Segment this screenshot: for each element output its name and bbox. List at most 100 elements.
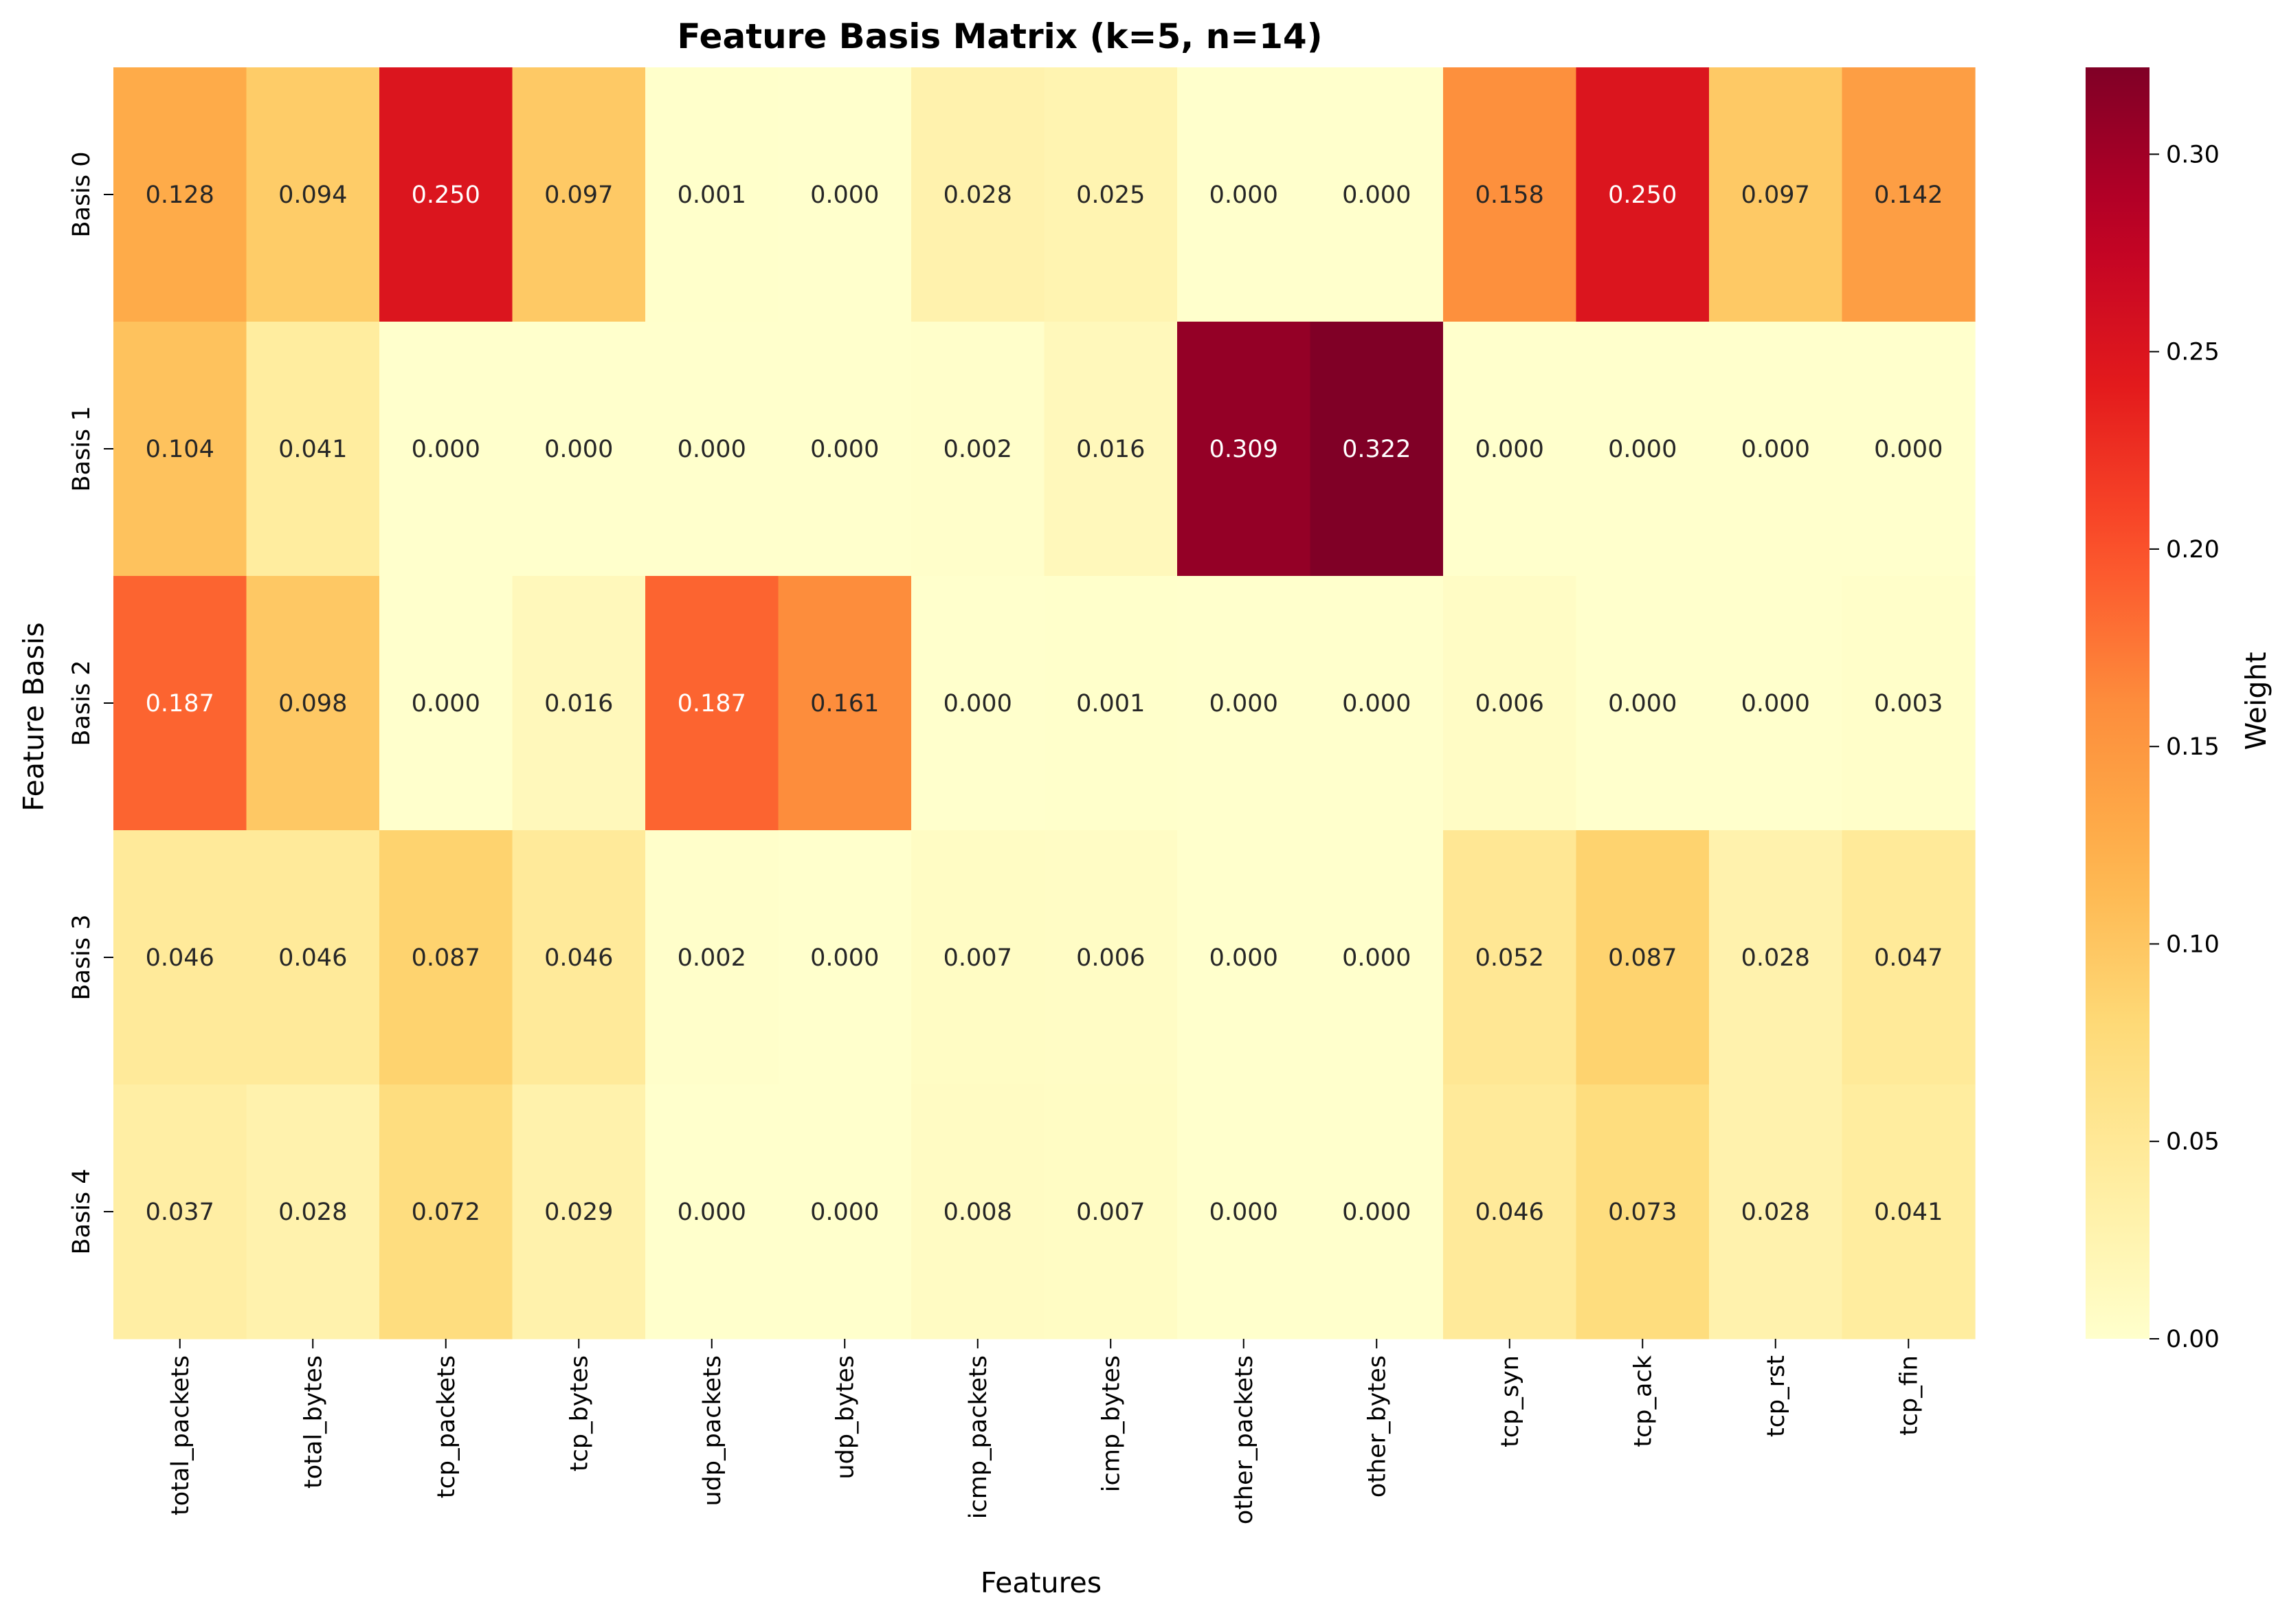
cell-value-label: 0.001 xyxy=(1076,690,1145,718)
x-tick-label: icmp_packets xyxy=(965,1355,992,1519)
heatmap-cell xyxy=(1576,1084,1710,1339)
heatmap-cell xyxy=(246,1084,380,1339)
cell-value-label: 0.158 xyxy=(1475,181,1544,209)
cell-value-label: 0.052 xyxy=(1475,944,1544,972)
cell-value-label: 0.007 xyxy=(943,944,1012,972)
x-tick-label: tcp_rst xyxy=(1763,1355,1790,1437)
heatmap-cell xyxy=(1709,322,1843,577)
cell-value-label: 0.002 xyxy=(678,944,746,972)
heatmap-cell xyxy=(1709,576,1843,831)
x-tick-label: tcp_packets xyxy=(433,1355,460,1498)
heatmap-cell xyxy=(1709,67,1843,322)
y-tick-label: Basis 3 xyxy=(68,914,96,1000)
cell-value-label: 0.047 xyxy=(1874,944,1943,972)
cell-value-label: 0.000 xyxy=(412,436,480,463)
heatmap-cell xyxy=(1576,322,1710,577)
heatmap-cell xyxy=(1044,67,1178,322)
heatmap-cell xyxy=(778,576,912,831)
heatmap-cell xyxy=(1044,322,1178,577)
heatmap-cell xyxy=(1443,322,1577,577)
heatmap-cell xyxy=(379,830,513,1085)
cell-value-label: 0.073 xyxy=(1608,1199,1677,1226)
cell-value-label: 0.000 xyxy=(1342,181,1411,209)
heatmap-cell xyxy=(1709,830,1843,1085)
chart-title: Feature Basis Matrix (k=5, n=14) xyxy=(677,16,1322,56)
cell-value-label: 0.142 xyxy=(1874,181,1943,209)
heatmap-cell xyxy=(1842,1084,1976,1339)
heatmap-cell xyxy=(512,67,646,322)
heatmap-cell xyxy=(1044,576,1178,831)
x-tick-label: total_bytes xyxy=(300,1355,327,1489)
colorbar-tick-label: 0.00 xyxy=(2166,1326,2220,1353)
heatmap-cell xyxy=(1576,67,1710,322)
cell-value-label: 0.000 xyxy=(1209,944,1278,972)
cell-value-label: 0.046 xyxy=(146,944,214,972)
cell-value-label: 0.041 xyxy=(278,436,347,463)
colorbar-label: Weight xyxy=(2240,652,2273,750)
y-tick-label: Basis 2 xyxy=(68,660,96,746)
heatmap-cells: 0.128 0.094 0.250 0.097 0.001 0.000 0.028 0.025… xyxy=(113,67,1976,1339)
heatmap-cell xyxy=(645,67,779,322)
cell-value-label: 0.001 xyxy=(678,181,746,209)
cell-value-label: 0.002 xyxy=(943,436,1012,463)
cell-value-label: 0.000 xyxy=(678,1199,746,1226)
cell-value-label: 0.000 xyxy=(810,436,879,463)
heatmap-cell xyxy=(911,322,1045,577)
cell-value-label: 0.041 xyxy=(1874,1199,1943,1226)
cell-value-label: 0.000 xyxy=(412,690,480,718)
heatmap-cell xyxy=(1443,67,1577,322)
cell-value-label: 0.250 xyxy=(412,181,480,209)
x-axis-label: Features xyxy=(981,1566,1102,1599)
cell-value-label: 0.098 xyxy=(278,690,347,718)
cell-value-label: 0.000 xyxy=(1342,1199,1411,1226)
heatmap-cell xyxy=(1177,322,1311,577)
cell-value-label: 0.000 xyxy=(1608,690,1677,718)
heatmap-cell xyxy=(1310,1084,1444,1339)
heatmap-cell xyxy=(1177,576,1311,831)
colorbar: 0.00 0.05 0.10 0.15 0.20 0.25 0.30 xyxy=(2086,67,2220,1353)
x-tick-label: total_packets xyxy=(167,1355,194,1515)
heatmap-cell xyxy=(778,830,912,1085)
cell-value-label: 0.087 xyxy=(1608,944,1677,972)
cell-value-label: 0.000 xyxy=(1874,436,1943,463)
cell-value-label: 0.028 xyxy=(1741,944,1810,972)
cell-value-label: 0.000 xyxy=(1608,436,1677,463)
cell-value-label: 0.072 xyxy=(412,1199,480,1226)
heatmap-cell xyxy=(246,322,380,577)
heatmap-cell xyxy=(512,576,646,831)
x-tick-labels: total_packets total_bytes tcp_packets tcp_b… xyxy=(167,1339,1923,1524)
heatmap-cell xyxy=(911,576,1045,831)
colorbar-tick-label: 0.05 xyxy=(2166,1128,2220,1156)
heatmap-cell xyxy=(1310,322,1444,577)
cell-value-label: 0.000 xyxy=(810,1199,879,1226)
heatmap-cell xyxy=(778,67,912,322)
heatmap-cell xyxy=(778,322,912,577)
cell-value-label: 0.046 xyxy=(1475,1199,1544,1226)
cell-value-label: 0.046 xyxy=(544,944,613,972)
heatmap-cell xyxy=(778,1084,912,1339)
cell-value-label: 0.000 xyxy=(1342,944,1411,972)
heatmap-cell xyxy=(113,1084,247,1339)
heatmap-cell xyxy=(1443,576,1577,831)
x-tick-label: other_bytes xyxy=(1363,1355,1391,1498)
heatmap-cell xyxy=(1709,1084,1843,1339)
cell-value-label: 0.097 xyxy=(1741,181,1810,209)
cell-value-label: 0.094 xyxy=(278,181,347,209)
cell-value-label: 0.006 xyxy=(1076,944,1145,972)
cell-value-label: 0.029 xyxy=(544,1199,613,1226)
cell-value-label: 0.187 xyxy=(146,690,214,718)
y-tick-label: Basis 0 xyxy=(68,151,96,237)
cell-value-label: 0.000 xyxy=(1209,1199,1278,1226)
colorbar-tick-label: 0.20 xyxy=(2166,536,2220,564)
y-tick-labels: Basis 0 Basis 1 Basis 2 Basis 3 Basis 4 xyxy=(68,151,113,1255)
heatmap-cell xyxy=(1310,67,1444,322)
cell-value-label: 0.000 xyxy=(1741,690,1810,718)
heatmap-cell xyxy=(379,67,513,322)
heatmap-cell xyxy=(911,67,1045,322)
x-tick-label: tcp_fin xyxy=(1895,1355,1923,1436)
cell-value-label: 0.309 xyxy=(1209,436,1278,463)
cell-value-label: 0.003 xyxy=(1874,690,1943,718)
x-tick-label: tcp_bytes xyxy=(566,1355,593,1471)
cell-value-label: 0.322 xyxy=(1342,436,1411,463)
